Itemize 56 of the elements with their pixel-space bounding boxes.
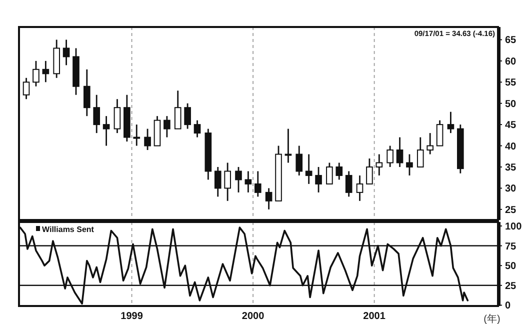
candlestick xyxy=(386,145,394,168)
candlestick xyxy=(32,60,40,88)
candlestick xyxy=(366,158,373,185)
candlestick xyxy=(194,120,201,138)
candlestick xyxy=(102,115,110,146)
candlestick xyxy=(84,68,90,117)
y-tick-label: 0 xyxy=(505,300,511,312)
y-tick-label: 60 xyxy=(505,56,517,68)
candlestick xyxy=(133,124,140,146)
candlestick xyxy=(336,162,343,180)
candlestick xyxy=(326,162,333,185)
y-tick-label: 40 xyxy=(505,141,517,152)
y-tick-label: 45 xyxy=(505,120,517,132)
candlestick xyxy=(224,162,231,202)
x-axis-title: (年) xyxy=(484,313,500,324)
candlestick xyxy=(426,132,434,155)
candlestick xyxy=(284,128,292,164)
candlestick xyxy=(62,39,70,66)
y-tick-label: 100 xyxy=(505,221,522,232)
candlestick xyxy=(42,60,50,83)
candlestick xyxy=(184,102,191,130)
candlestick xyxy=(214,166,222,198)
y-tick-label: 50 xyxy=(505,261,517,272)
y-tick-label: 65 xyxy=(505,35,517,46)
candlestick xyxy=(315,166,322,194)
candlestick xyxy=(436,120,444,146)
candlestick xyxy=(296,145,303,176)
candlestick xyxy=(305,154,312,185)
y-tick-label: 75 xyxy=(505,241,517,252)
candlestick xyxy=(22,77,30,100)
candlestick xyxy=(447,111,454,134)
candlestick xyxy=(244,170,252,194)
candlestick xyxy=(345,170,352,198)
candlestick xyxy=(93,94,100,134)
candlestick xyxy=(164,115,170,138)
candlestick xyxy=(416,136,424,168)
legend-label: Williams Sent xyxy=(42,225,94,234)
x-tick-label: 1999 xyxy=(120,311,144,322)
candlestick xyxy=(396,136,404,168)
y-tick-label: 25 xyxy=(505,280,517,292)
candlestick xyxy=(114,98,121,134)
candlestick xyxy=(406,154,413,176)
candlestick xyxy=(376,154,383,176)
y-tick-label: 55 xyxy=(505,78,517,89)
candlestick xyxy=(174,90,182,130)
candlestick xyxy=(265,187,272,210)
candlestick xyxy=(254,170,262,198)
y-tick-label: 30 xyxy=(505,184,517,195)
x-tick-label: 2000 xyxy=(242,311,265,322)
y-tick-label: 25 xyxy=(505,204,517,216)
x-tick-label: 2001 xyxy=(363,311,386,322)
candlestick xyxy=(235,166,242,194)
candlestick xyxy=(144,128,151,151)
y-tick-label: 35 xyxy=(505,162,517,174)
candlestick xyxy=(356,174,364,202)
y-tick-label: 50 xyxy=(505,98,517,110)
